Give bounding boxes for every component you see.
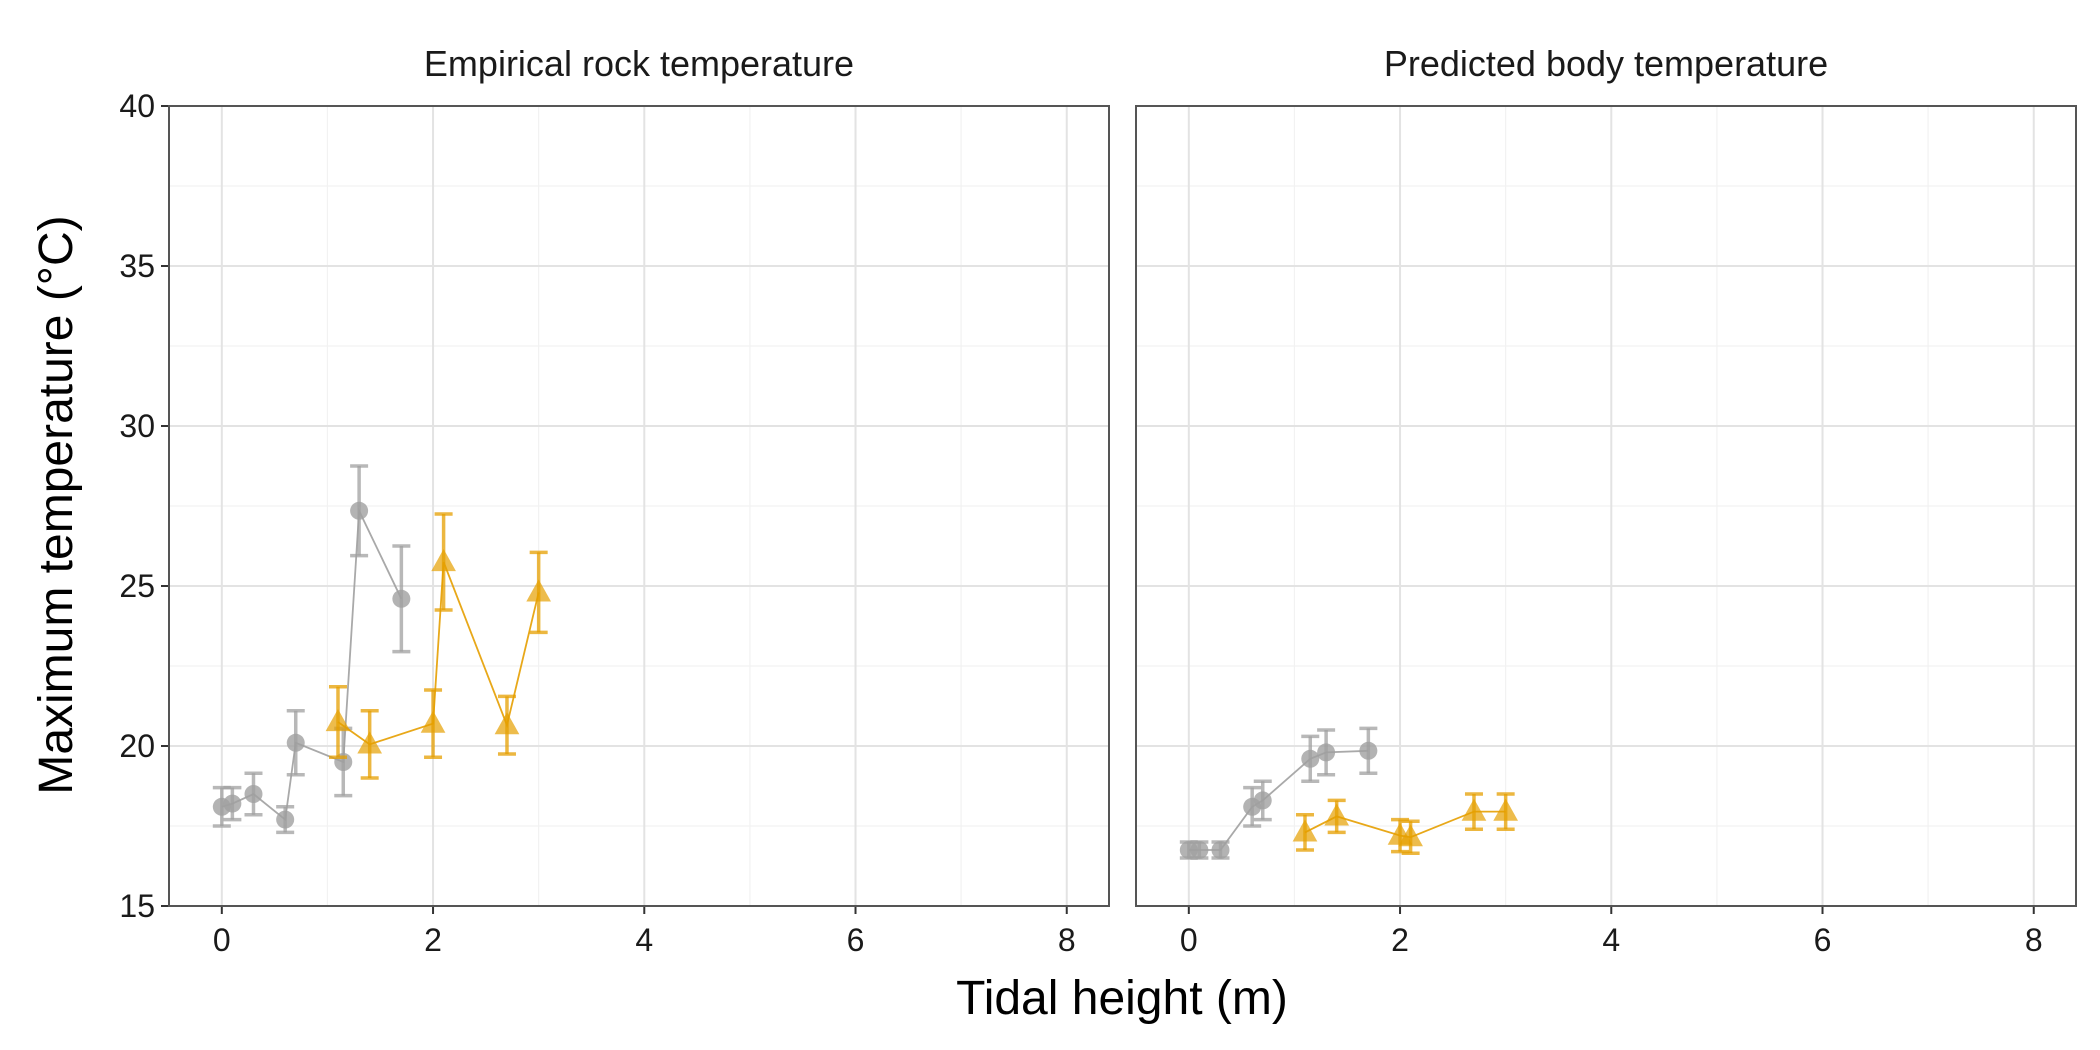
- data-point-triangle: [494, 712, 520, 735]
- data-point-circle: [1253, 791, 1272, 810]
- data-point-triangle: [325, 709, 351, 732]
- data-point-circle: [1211, 841, 1230, 859]
- data-point-circle: [223, 794, 242, 813]
- data-point-triangle: [1292, 819, 1318, 842]
- y-axis-title: Maximum temperature (°C): [30, 215, 83, 794]
- data-point-circle: [276, 810, 295, 829]
- panel-2: Predicted body temperature 0 2 4 6 8: [1135, 43, 2077, 958]
- y-tick-label: 35: [119, 248, 155, 284]
- x-tick-label: 0: [213, 922, 231, 958]
- data-point-triangle: [357, 731, 383, 754]
- x-tick-label: 6: [847, 922, 865, 958]
- series-gray-circles: [1179, 726, 1378, 860]
- data-point-triangle: [431, 549, 456, 572]
- series-orange-triangles: [325, 512, 552, 780]
- y-tick-label: 30: [119, 408, 155, 444]
- panel-1: Empirical rock temperature 0 2 4 6 8 15 20 25 30 3…: [119, 43, 1110, 958]
- y-tick-label: 40: [119, 88, 155, 124]
- data-point-triangle: [1398, 824, 1423, 847]
- data-point-circle: [1301, 749, 1320, 768]
- x-axis-title: Tidal height (m): [956, 972, 1288, 1025]
- x-tick-label: 4: [1602, 922, 1620, 958]
- data-point-circle: [392, 589, 411, 608]
- data-point-circle: [1359, 741, 1378, 760]
- panel-border: [1135, 105, 2077, 907]
- data-point-circle: [1190, 841, 1209, 859]
- series-orange-triangles: [1292, 792, 1519, 855]
- panel-title: Predicted body temperature: [1384, 43, 1828, 84]
- data-point-triangle: [1324, 803, 1350, 826]
- data-point-triangle: [420, 710, 446, 733]
- panel-title: Empirical rock temperature: [424, 43, 854, 84]
- y-tick-label: 15: [119, 888, 155, 924]
- x-tick-label: 6: [1814, 922, 1832, 958]
- panel-border: [168, 105, 1110, 907]
- series-gray-circles: [212, 464, 411, 835]
- data-point-circle: [1317, 743, 1336, 762]
- x-tick-label: 4: [635, 922, 653, 958]
- series-line: [337, 561, 540, 746]
- x-tick-label: 2: [424, 922, 442, 958]
- data-point-triangle: [1461, 798, 1487, 821]
- data-point-circle: [244, 785, 263, 803]
- data-point-triangle: [1493, 798, 1519, 821]
- x-tick-label: 0: [1180, 922, 1198, 958]
- data-point-circle: [286, 733, 305, 752]
- data-point-triangle: [526, 579, 552, 602]
- x-tick-label: 8: [1058, 922, 1076, 958]
- data-point-circle: [350, 501, 369, 520]
- y-tick-label: 20: [119, 728, 155, 764]
- y-tick-label: 25: [119, 568, 155, 604]
- x-tick-label: 2: [1391, 922, 1409, 958]
- x-tick-label: 8: [2025, 922, 2043, 958]
